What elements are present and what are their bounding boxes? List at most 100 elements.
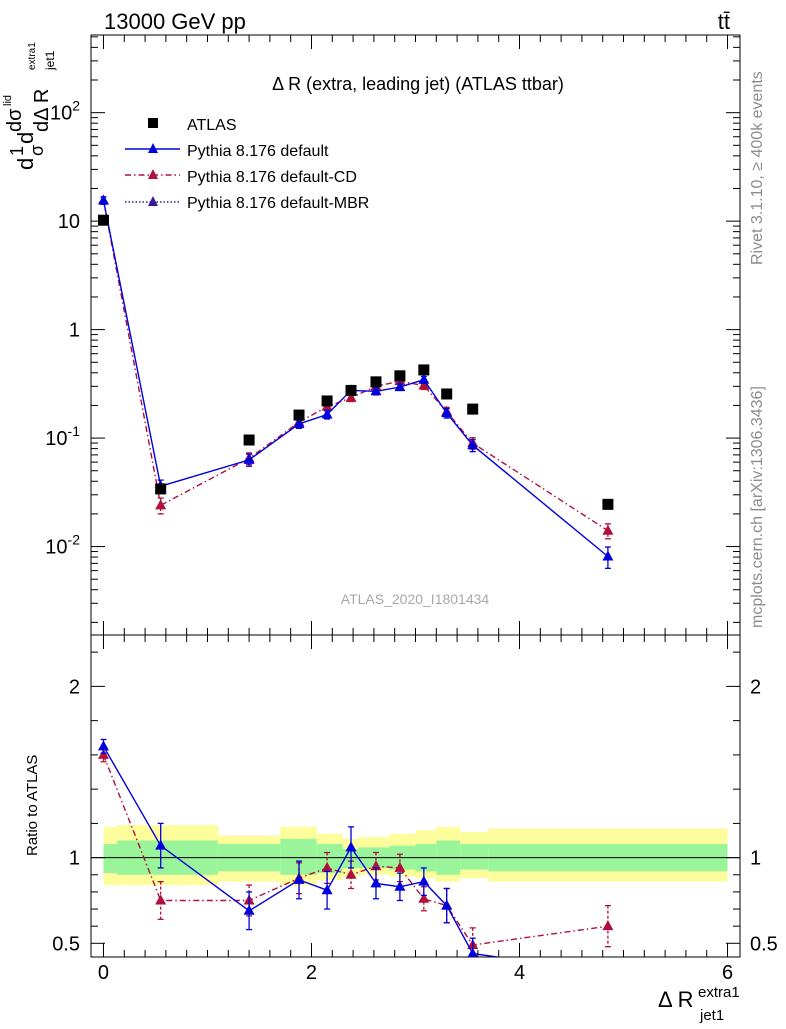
- ylabel-extra1: extra1: [27, 42, 38, 70]
- main-atlas-data-point: [394, 370, 406, 382]
- main-atlas-series: [97, 214, 614, 510]
- ratio-default-line: [102, 745, 503, 957]
- y-tick-label: 0.5: [52, 933, 80, 955]
- ratio-panel: Ratio to ATLAS Δ R jet1 extra1 0.5 0.5 1 1 2…: [24, 634, 778, 1024]
- svg-text:jet1: jet1: [699, 1007, 724, 1024]
- main-atlas-data-point: [467, 403, 479, 415]
- ratio-default-marker: [370, 877, 382, 888]
- main-default-marker: [243, 453, 255, 464]
- main-default-series: [97, 194, 614, 569]
- main-default-marker: [467, 439, 479, 450]
- main-atlas-data-point: [97, 214, 109, 226]
- ratio-frame: [90, 634, 741, 958]
- svg-text:1: 1: [7, 146, 27, 156]
- ylabel-jet1: jet1: [43, 50, 57, 71]
- ratio-default-marker: [441, 899, 453, 910]
- x-tick-label: 4: [514, 962, 525, 984]
- main-default-marker: [394, 381, 406, 392]
- ratio-default-cd-marker: [321, 861, 333, 872]
- ratio-default-cd-marker: [394, 861, 406, 872]
- main-atlas-data-point: [441, 388, 453, 400]
- rivet-label: Rivet 3.1.10, ≥ 400k events: [749, 71, 766, 265]
- ratio-default-marker: [602, 966, 613, 976]
- ratio-default-cd-marker: [97, 748, 109, 759]
- svg-text:dΔ R: dΔ R: [31, 89, 53, 132]
- svg-text:dσ: dσ: [4, 108, 26, 132]
- ratio-default-series: [97, 738, 613, 976]
- analysis-watermark: ATLAS_2020_I1801434: [341, 591, 490, 607]
- svg-text:d: d: [13, 132, 38, 144]
- main-atlas-data-point: [243, 434, 255, 446]
- ylabel-lid: lid: [2, 95, 14, 106]
- x-tick-label: 2: [306, 962, 317, 984]
- legend-label-atlas: ATLAS: [187, 117, 237, 134]
- main-panel: Δ R (extra, leading jet) (ATLAS ttbar) A…: [2, 34, 741, 636]
- legend-marker-atlas: [148, 118, 158, 128]
- energy-label: 13000 GeV pp: [104, 9, 246, 34]
- xlabel-sub: jet1: [699, 1007, 724, 1024]
- y-tick-label: 1: [69, 320, 80, 342]
- y-tick-label: 2: [69, 676, 80, 698]
- svg-text:d: d: [13, 158, 38, 170]
- y-tick-label: 10: [58, 211, 80, 233]
- band-inner: [460, 843, 489, 870]
- ylabel-ddr: dΔ R: [31, 89, 53, 132]
- main-default-line: [102, 200, 609, 558]
- main-default-cd-marker: [155, 499, 167, 510]
- ylabel-one: 1: [7, 146, 27, 156]
- main-default-marker: [602, 550, 614, 561]
- legend-entry-default-cd: Pythia 8.176 default-CD: [125, 169, 357, 186]
- main-atlas-data-point: [155, 483, 167, 495]
- legend-entry-atlas: ATLAS: [148, 117, 237, 134]
- ratio-default-marker: [243, 904, 255, 915]
- ratio-default-marker: [155, 839, 167, 850]
- x-tick-label: 6: [722, 962, 733, 984]
- main-atlas-data-point: [293, 409, 305, 421]
- svg-text:Δ R: Δ R: [658, 987, 693, 1012]
- ratio-default-marker: [97, 740, 109, 751]
- ratio-y-ticks: 0.5 0.5 1 1 2 2: [52, 651, 778, 955]
- ylabel-sigma: σ: [27, 145, 47, 156]
- main-atlas-data-point: [418, 364, 430, 376]
- main-default-marker: [321, 408, 333, 419]
- main-default-cd-line: [102, 200, 609, 532]
- ylabel-d: d: [13, 158, 38, 170]
- ylabel-dsigma: dσ: [4, 108, 26, 132]
- ratio-default-marker: [418, 875, 430, 886]
- legend-marker-default: [148, 143, 158, 153]
- y-tick-label: 10-2: [45, 532, 80, 559]
- svg-text:extra1: extra1: [27, 42, 38, 70]
- svg-text:jet1: jet1: [43, 50, 57, 71]
- x-tick-label: 0: [98, 962, 109, 984]
- main-default-marker: [441, 407, 453, 418]
- legend-entry-default-mbr: Pythia 8.176 default-MBR: [125, 195, 369, 212]
- legend-entry-default: Pythia 8.176 default: [125, 143, 329, 160]
- y-tick-label: 1: [69, 848, 80, 870]
- ratio-default-cd-marker: [345, 868, 357, 879]
- mcplots-label: mcplots.cern.ch [arXiv:1306.3436]: [749, 386, 766, 628]
- legend-label-default-cd: Pythia 8.176 default-CD: [187, 169, 357, 186]
- main-atlas-data-point: [321, 395, 333, 407]
- ratio-default-marker: [345, 841, 357, 852]
- ratio-default-marker: [394, 880, 406, 891]
- y-tick-label: 102: [50, 98, 80, 125]
- svg-text:σ: σ: [27, 145, 47, 156]
- main-default-marker: [97, 194, 109, 205]
- legend-label-default-mbr: Pythia 8.176 default-MBR: [187, 195, 369, 212]
- main-default-marker: [418, 373, 430, 384]
- main-y-ticks: 10-2 10-1 1 10 102: [45, 36, 740, 623]
- ylabel-d2: d: [13, 132, 38, 144]
- main-default-cd-series: [97, 194, 614, 540]
- svg-text:lid: lid: [2, 95, 14, 106]
- main-default-marker: [370, 385, 382, 396]
- y-tick-label: 10-1: [45, 423, 80, 450]
- main-default-cd-marker: [345, 391, 357, 402]
- main-atlas-data-point: [602, 498, 614, 510]
- main-plot-title: Δ R (extra, leading jet) (ATLAS ttbar): [272, 74, 564, 94]
- ratio-uncertainty-bands: [103, 825, 728, 886]
- main-default-marker: [293, 417, 305, 428]
- main-atlas-data-point: [345, 384, 357, 396]
- main-y-axis-label: d 1 σ d dσ lid dΔ R jet1 extra1: [2, 42, 57, 170]
- legend-marker-default-mbr: [148, 196, 158, 206]
